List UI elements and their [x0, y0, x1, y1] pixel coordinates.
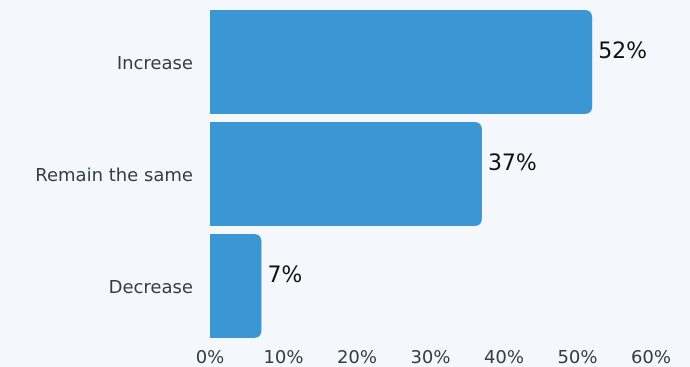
category-label: Increase: [117, 53, 193, 74]
bar-remain-the-same: [210, 122, 482, 226]
value-label: 37%: [488, 151, 537, 176]
x-tick-label: 50%: [557, 347, 597, 367]
x-tick-label: 40%: [484, 347, 524, 367]
x-tick-label: 60%: [631, 347, 671, 367]
bar-decrease: [210, 234, 261, 338]
x-tick-label: 10%: [263, 347, 303, 367]
category-label: Remain the same: [35, 165, 193, 186]
x-tick-label: 20%: [337, 347, 377, 367]
category-label: Decrease: [109, 277, 193, 298]
value-label: 52%: [598, 39, 647, 64]
bar-increase: [210, 10, 592, 114]
x-tick-label: 0%: [196, 347, 225, 367]
value-label: 7%: [267, 263, 302, 288]
x-tick-label: 30%: [410, 347, 450, 367]
